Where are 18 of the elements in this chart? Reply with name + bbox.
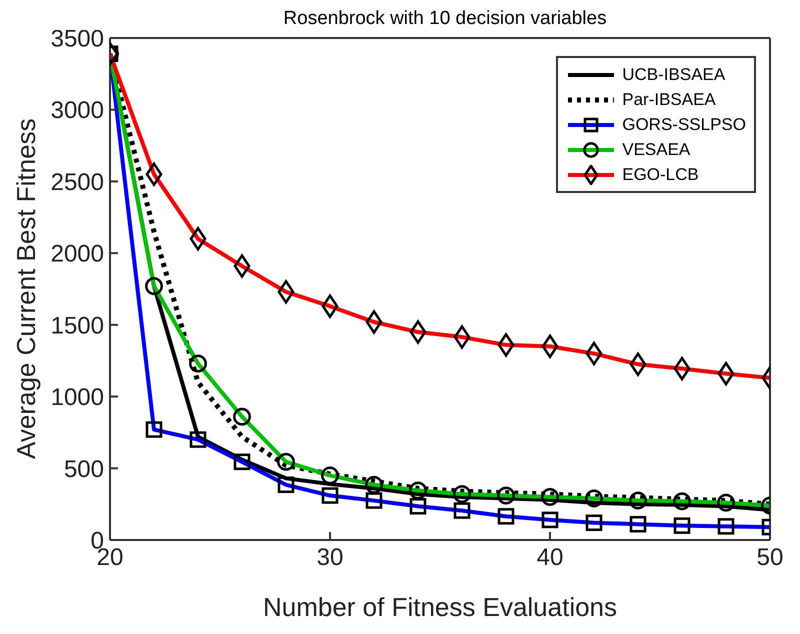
y-tick-label: 1000 bbox=[50, 384, 104, 412]
y-tick-label: 1500 bbox=[50, 312, 104, 340]
legend-label: VESAEA bbox=[622, 140, 690, 160]
legend-label: GORS-SSLPSO bbox=[622, 114, 746, 134]
x-axis-title: Number of Fitness Evaluations bbox=[262, 592, 618, 622]
x-tick-label: 40 bbox=[536, 544, 564, 572]
chart-title: Rosenbrock with 10 decision variables bbox=[283, 8, 607, 29]
y-tick-label: 2000 bbox=[50, 240, 104, 268]
x-tick-label: 30 bbox=[316, 544, 344, 572]
y-tick-label: 3000 bbox=[50, 97, 104, 124]
x-tick-label: 50 bbox=[756, 544, 784, 572]
y-tick-label: 2500 bbox=[50, 168, 104, 196]
legend-label: Par-IBSAEA bbox=[622, 90, 716, 110]
legend-label: EGO-LCB bbox=[622, 164, 699, 184]
y-tick-label: 500 bbox=[64, 456, 104, 483]
y-axis-title: Average Current Best Fitness bbox=[11, 118, 42, 459]
legend-label: UCB-IBSAEA bbox=[622, 64, 726, 84]
y-tick-label: 3500 bbox=[50, 26, 104, 53]
